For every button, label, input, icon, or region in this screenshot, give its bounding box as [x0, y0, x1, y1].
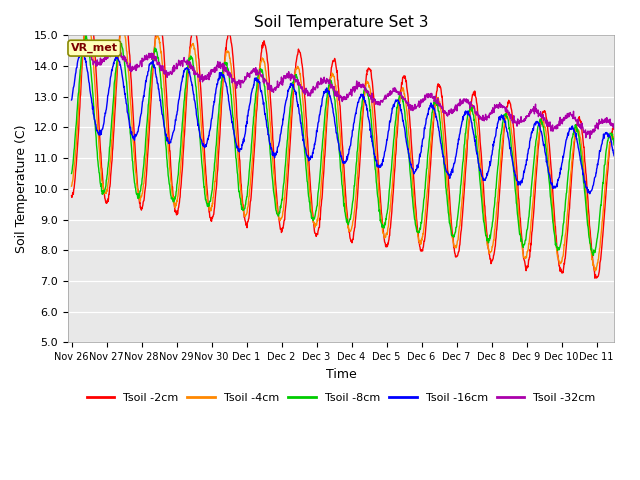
- Title: Soil Temperature Set 3: Soil Temperature Set 3: [254, 15, 428, 30]
- Text: VR_met: VR_met: [71, 43, 118, 53]
- X-axis label: Time: Time: [326, 368, 356, 381]
- Legend: Tsoil -2cm, Tsoil -4cm, Tsoil -8cm, Tsoil -16cm, Tsoil -32cm: Tsoil -2cm, Tsoil -4cm, Tsoil -8cm, Tsoi…: [82, 388, 600, 408]
- Y-axis label: Soil Temperature (C): Soil Temperature (C): [15, 125, 28, 253]
